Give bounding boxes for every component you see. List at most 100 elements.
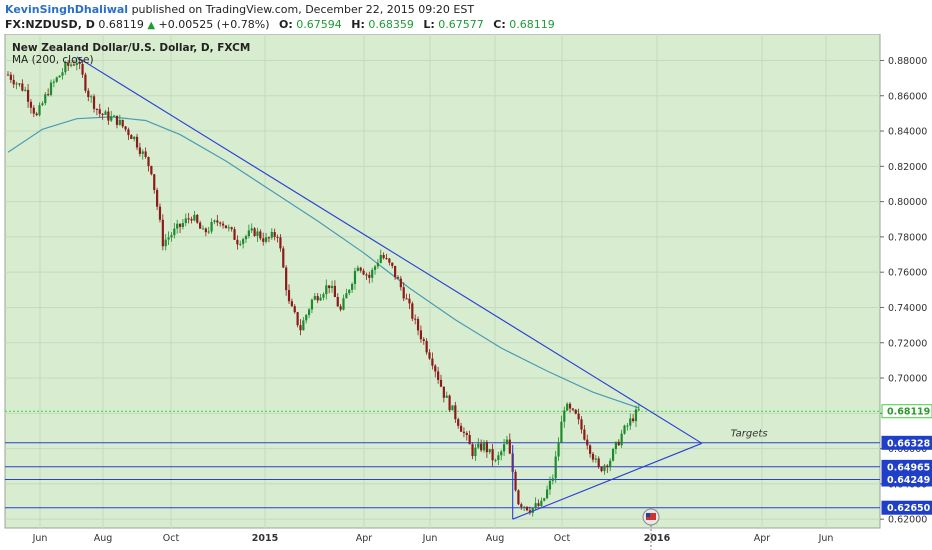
candle-body: [78, 62, 81, 64]
candle-body: [247, 230, 250, 237]
candle-body: [414, 318, 417, 320]
x-tick-label: Oct: [163, 533, 180, 544]
candle-body: [41, 103, 44, 106]
candle-body: [87, 90, 90, 98]
candle-body: [287, 290, 291, 302]
level-price-tag-text: 0.64249: [887, 475, 930, 486]
high-value: 0.68359: [368, 18, 414, 31]
candle-body: [112, 115, 116, 117]
candle-body: [12, 79, 15, 85]
candle-body: [540, 500, 543, 506]
candle-body: [230, 227, 233, 230]
candle-body: [623, 425, 626, 434]
candle-body: [153, 174, 156, 191]
high-label: H:: [351, 18, 365, 31]
candle-body: [600, 466, 603, 472]
level-price-tag-text: 0.66328: [887, 438, 931, 449]
last-price-tag: [881, 404, 932, 419]
candle-body: [416, 319, 420, 331]
author-link[interactable]: KevinSinghDhaliwal: [5, 3, 129, 16]
candle-body: [61, 72, 64, 76]
last-price: 0.68119: [98, 18, 144, 31]
series-title: New Zealand Dollar/U.S. Dollar, D, FXCM: [12, 42, 251, 54]
plot-area: [4, 34, 881, 529]
up-triangle-icon: ▲: [147, 20, 156, 31]
candle-body: [520, 504, 523, 507]
candle-body: [376, 262, 380, 267]
candle-body: [204, 228, 207, 233]
candle-body: [385, 258, 388, 260]
x-tick-label: Aug: [94, 533, 113, 544]
candle-body: [589, 445, 592, 454]
lower-trendline: [512, 442, 703, 520]
candle-body: [104, 111, 107, 115]
candle-body: [290, 301, 293, 307]
candle-body: [156, 190, 159, 207]
candle-body: [250, 228, 253, 231]
price-chart[interactable]: 0.88000 0.86000 0.84000 0.82000 0.80000 0.780…: [0, 34, 932, 550]
candle-body: [173, 228, 176, 236]
candle-body: [110, 116, 113, 121]
x-tick-label: Jun: [32, 533, 48, 544]
candle-body: [178, 223, 182, 227]
candle-body: [356, 267, 359, 271]
candle-body: [201, 228, 205, 230]
candle-body: [394, 265, 397, 278]
event-flag-stripes: [646, 513, 656, 520]
candle-body: [617, 441, 620, 446]
x-tick-label: 2015: [252, 533, 278, 544]
open-value: 0.67594: [296, 18, 342, 31]
candle-body: [557, 442, 560, 457]
candle-body: [531, 507, 534, 513]
level-price-tag: [881, 472, 932, 487]
symbol-label[interactable]: FX:NZDUSD, D: [5, 18, 95, 31]
candle-body: [18, 83, 21, 85]
candle-body: [164, 239, 167, 247]
candle-body: [371, 269, 374, 278]
candle-body: [609, 460, 612, 468]
candle-body: [525, 506, 529, 511]
candle-body: [307, 309, 311, 315]
candle-body: [213, 220, 216, 222]
candle-body: [634, 409, 638, 422]
candle-body: [373, 266, 377, 270]
indicator-label[interactable]: MA (200, close): [12, 54, 94, 66]
candle-body: [29, 101, 33, 108]
candle-body: [92, 96, 96, 109]
candle-body: [488, 449, 491, 453]
candle-body: [448, 395, 451, 411]
level-price-tag-text: 0.62650: [887, 503, 931, 514]
candle-body: [224, 225, 228, 229]
candle-body: [35, 113, 38, 116]
candle-body: [276, 236, 279, 238]
y-tick-label: 0.74000: [888, 303, 927, 314]
candle-body: [336, 297, 339, 307]
candle-body: [216, 220, 219, 223]
candle-body: [64, 62, 67, 73]
candle-body: [462, 431, 466, 433]
candle-body: [580, 419, 583, 430]
candle-body: [170, 235, 173, 238]
candle-body: [55, 77, 58, 82]
candle-body: [133, 136, 136, 139]
candle-body: [38, 105, 41, 116]
candle-body: [52, 81, 55, 83]
candle-body: [26, 89, 30, 102]
last-price-tag-text: 0.68119: [887, 407, 930, 418]
candle-body: [98, 109, 101, 114]
low-value: 0.67577: [438, 18, 484, 31]
candle-body: [319, 297, 322, 301]
x-tick-label: 2016: [644, 533, 671, 544]
x-tick-label: Jun: [818, 533, 834, 544]
candle-body: [264, 237, 268, 242]
candle-body: [591, 453, 595, 460]
candle-body: [379, 254, 382, 263]
event-flag-canton: [646, 513, 650, 517]
low-label: L:: [423, 18, 435, 31]
candle-body: [603, 465, 606, 472]
candle-body: [502, 444, 506, 452]
candle-body: [368, 274, 371, 278]
candle-body: [342, 298, 345, 310]
candle-body: [362, 270, 365, 275]
candles: [6, 57, 640, 517]
